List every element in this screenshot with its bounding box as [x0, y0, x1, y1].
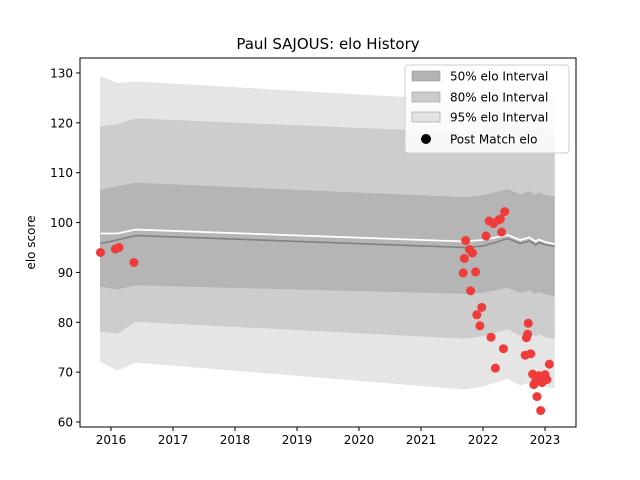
post-match-point	[544, 359, 554, 369]
post-match-point	[475, 321, 485, 331]
x-tick-label: 2016	[96, 433, 127, 447]
post-match-point	[461, 236, 471, 246]
x-tick-label: 2021	[406, 433, 437, 447]
y-tick-label: 100	[50, 216, 73, 230]
post-match-point	[471, 267, 481, 277]
mean-elo-line	[100, 234, 555, 249]
post-match-point	[95, 247, 105, 257]
legend-label: Post Match elo	[450, 133, 537, 147]
post-match-point	[536, 406, 546, 416]
x-tick-label: 2022	[468, 433, 499, 447]
post-match-point	[497, 227, 507, 237]
x-tick-label: 2020	[344, 433, 375, 447]
post-match-point	[523, 329, 533, 339]
interval-bands	[100, 75, 555, 390]
prior-elo-line	[100, 228, 555, 245]
chart-title: Paul SAJOUS: elo History	[236, 35, 419, 53]
legend: 50% elo Interval 80% elo Interval 95% elo …	[404, 64, 570, 154]
x-tick-label: 2019	[282, 433, 313, 447]
post-match-point	[526, 349, 536, 359]
post-match-point	[114, 242, 124, 252]
legend-label: 50% elo Interval	[450, 70, 548, 84]
post-match-point	[523, 318, 533, 328]
legend-swatch-band80	[411, 91, 441, 103]
post-match-point	[532, 392, 542, 402]
legend-swatch-band95	[411, 111, 441, 123]
post-match-points	[95, 207, 554, 416]
post-match-point	[129, 257, 139, 267]
y-axis-label: elo score	[24, 215, 38, 269]
post-match-point	[472, 310, 482, 320]
post-match-point	[458, 268, 468, 278]
legend-label: 95% elo Interval	[450, 111, 548, 125]
y-tick-label: 60	[58, 416, 73, 430]
x-tick-label: 2018	[220, 433, 251, 447]
y-axis-ticks: 60 70 80 90 100 110 120 130	[50, 66, 80, 430]
legend-box	[404, 64, 570, 154]
legend-swatch-band50	[411, 70, 441, 82]
post-match-point	[459, 253, 469, 263]
legend-swatch-points	[421, 134, 431, 144]
post-match-point	[486, 332, 496, 342]
post-match-point	[490, 363, 500, 373]
post-match-point	[500, 207, 510, 217]
x-tick-label: 2023	[530, 433, 561, 447]
post-match-point	[495, 214, 505, 224]
x-axis-ticks: 2016 2017 2018 2019 2020 2021 2022 2023	[96, 427, 561, 447]
plot-frame	[79, 57, 577, 428]
post-match-point	[481, 231, 491, 241]
y-tick-label: 70	[58, 366, 73, 380]
y-tick-label: 120	[50, 116, 73, 130]
y-tick-label: 130	[50, 66, 73, 80]
post-match-point	[477, 302, 487, 312]
elo-lines	[100, 228, 555, 249]
post-match-point	[498, 344, 508, 354]
legend-label: 80% elo Interval	[450, 91, 548, 105]
y-tick-label: 80	[58, 316, 73, 330]
y-tick-label: 110	[50, 166, 73, 180]
post-match-point	[467, 248, 477, 258]
y-tick-label: 90	[58, 266, 73, 280]
post-match-point	[466, 286, 476, 296]
x-tick-label: 2017	[158, 433, 189, 447]
post-match-point	[542, 375, 552, 385]
